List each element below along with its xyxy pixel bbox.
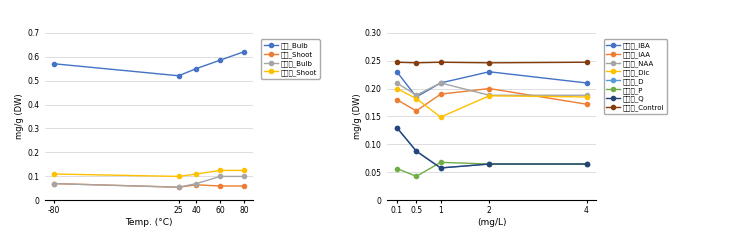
수선화_Control	[436, 61, 445, 64]
수선화_Shoot	[192, 173, 201, 175]
수선화_NAA	[485, 94, 494, 97]
Line: 수선화_Shoot: 수선화_Shoot	[52, 168, 246, 178]
수선화_Q	[582, 163, 591, 165]
수선화_IAA	[412, 110, 421, 112]
수선화_Dic	[393, 87, 402, 90]
십신_Shoot	[215, 185, 224, 187]
수선화_IBA	[412, 96, 421, 98]
십신_Shoot	[174, 186, 183, 188]
수선화_Bulb	[239, 175, 248, 178]
십신_Bulb	[50, 62, 59, 65]
Y-axis label: mg/g (DW): mg/g (DW)	[15, 94, 25, 139]
Line: 수선화_Control: 수선화_Control	[395, 60, 589, 65]
수선화_IAA	[436, 93, 445, 96]
수선화_P	[412, 175, 421, 178]
수선화_Shoot	[174, 175, 183, 178]
수선화_Control	[485, 62, 494, 64]
수선화_D	[412, 150, 421, 153]
수선화_P	[393, 167, 402, 170]
수선화_Bulb	[50, 182, 59, 185]
Line: 수선화_D: 수선화_D	[395, 126, 589, 170]
수선화_P	[485, 163, 494, 165]
수선화_Dic	[485, 94, 494, 97]
십신_Bulb	[239, 50, 248, 53]
수선화_NAA	[582, 94, 591, 97]
수선화_Dic	[436, 116, 445, 118]
수선화_D	[393, 126, 402, 129]
Line: 수선화_P: 수선화_P	[395, 160, 589, 178]
수선화_IAA	[485, 87, 494, 90]
Y-axis label: mg/g (DW): mg/g (DW)	[353, 94, 362, 139]
수선화_Shoot	[239, 169, 248, 172]
수선화_Q	[485, 163, 494, 165]
X-axis label: Temp. (°C): Temp. (°C)	[125, 218, 173, 227]
수선화_Bulb	[192, 182, 201, 185]
수선화_Shoot	[50, 173, 59, 175]
Line: 수선화_IAA: 수선화_IAA	[395, 86, 589, 113]
십신_Shoot	[239, 185, 248, 187]
수선화_D	[436, 167, 445, 169]
Line: 수선화_Dic: 수선화_Dic	[395, 86, 589, 119]
십신_Shoot	[50, 182, 59, 185]
Line: 수선화_IBA: 수선화_IBA	[395, 70, 589, 99]
수선화_Bulb	[174, 186, 183, 188]
수선화_IBA	[436, 82, 445, 84]
수선화_NAA	[436, 82, 445, 84]
수선화_IAA	[582, 103, 591, 106]
수선화_D	[485, 163, 494, 165]
수선화_IBA	[582, 82, 591, 84]
Line: 십신_Bulb: 십신_Bulb	[52, 50, 246, 78]
수선화_Q	[412, 150, 421, 153]
Legend: 십신_Bulb, 십신_Shoot, 수선화_Bulb, 수선화_Shoot: 십신_Bulb, 십신_Shoot, 수선화_Bulb, 수선화_Shoot	[261, 39, 320, 79]
Legend: 수선화_IBA, 수선화_IAA, 수선화_NAA, 수선화_Dic, 수선화_D, 수선화_P, 수선화_Q, 수선화_Control: 수선화_IBA, 수선화_IAA, 수선화_NAA, 수선화_Dic, 수선화_…	[603, 39, 668, 114]
Line: 십신_Shoot: 십신_Shoot	[52, 182, 246, 189]
수선화_Bulb	[215, 175, 224, 178]
Line: 수선화_Q: 수선화_Q	[395, 126, 589, 170]
십신_Bulb	[174, 74, 183, 77]
수선화_Control	[582, 61, 591, 64]
십신_Shoot	[192, 183, 201, 186]
Line: 수선화_NAA: 수선화_NAA	[395, 81, 589, 97]
수선화_NAA	[393, 82, 402, 84]
수선화_IBA	[393, 70, 402, 73]
십신_Bulb	[215, 59, 224, 62]
수선화_P	[582, 163, 591, 165]
십신_Bulb	[192, 67, 201, 70]
수선화_Q	[393, 126, 402, 129]
수선화_NAA	[412, 94, 421, 97]
Line: 수선화_Bulb: 수선화_Bulb	[52, 174, 246, 189]
수선화_IAA	[393, 98, 402, 101]
수선화_D	[582, 163, 591, 165]
수선화_Dic	[412, 97, 421, 100]
수선화_P	[436, 161, 445, 164]
수선화_IBA	[485, 70, 494, 73]
수선화_Control	[393, 61, 402, 64]
수선화_Shoot	[215, 169, 224, 172]
수선화_Q	[436, 167, 445, 169]
수선화_Control	[412, 62, 421, 64]
X-axis label: (mg/L): (mg/L)	[477, 218, 507, 227]
수선화_Dic	[582, 96, 591, 98]
